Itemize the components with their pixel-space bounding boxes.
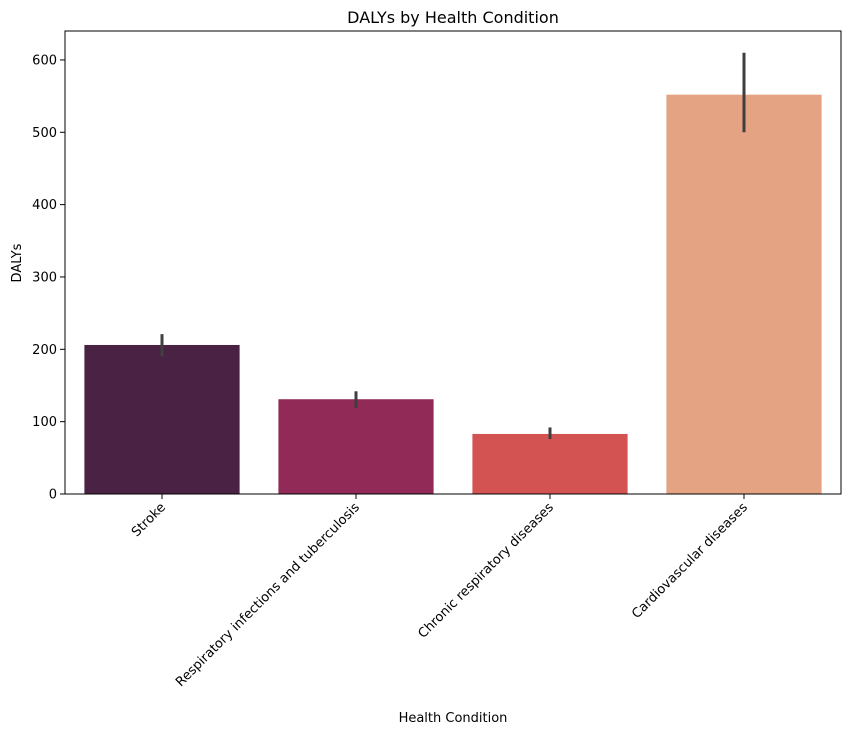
y-tick-label: 200: [32, 343, 57, 358]
x-tick-label: Respiratory infections and tuberculosis: [173, 500, 363, 690]
y-axis-label: DALYs: [10, 243, 25, 282]
bar: [278, 399, 434, 494]
y-tick-label: 300: [32, 270, 57, 285]
x-axis-label: Health Condition: [399, 711, 508, 726]
y-tick-label: 400: [32, 198, 57, 213]
x-tick-label: Cardiovascular diseases: [629, 500, 751, 622]
x-tick-label: Chronic respiratory diseases: [416, 500, 557, 641]
plot-frame: [64, 30, 842, 495]
y-tick-label: 100: [32, 415, 57, 430]
y-tick-label: 600: [32, 53, 57, 68]
plot-area: 0 100 200 300 400 500 600 Stroke Respiratory inf…: [32, 52, 822, 690]
x-tick-label: Stroke: [129, 500, 169, 540]
chart-title: DALYs by Health Condition: [347, 8, 559, 27]
bar: [472, 433, 628, 494]
y-tick-label: 0: [49, 488, 57, 503]
y-tick-label: 500: [32, 126, 57, 141]
bar: [84, 344, 240, 494]
bar: [666, 94, 822, 494]
